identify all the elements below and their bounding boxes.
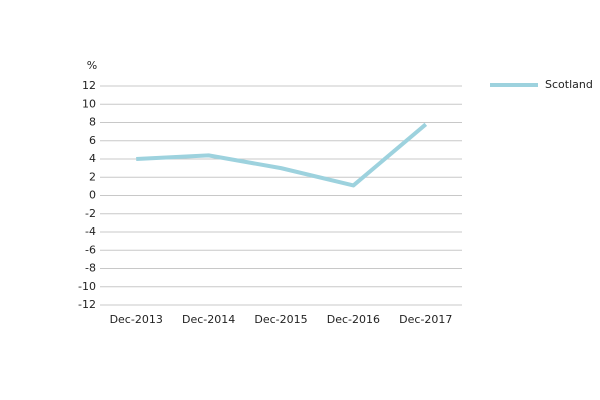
- y-tick-label: -4: [85, 225, 96, 238]
- y-tick-label: 4: [89, 152, 96, 165]
- legend-label: Scotland: [545, 78, 593, 91]
- x-tick-label: Dec-2013: [110, 313, 163, 326]
- x-tick-label: Dec-2016: [327, 313, 380, 326]
- y-tick-label: 12: [82, 79, 96, 92]
- x-tick-label: Dec-2015: [254, 313, 307, 326]
- y-tick-label: 0: [89, 189, 96, 202]
- y-tick-label: -10: [78, 280, 96, 293]
- series-line: [136, 122, 428, 188]
- y-axis-label: %: [87, 59, 97, 72]
- y-tick-label: 8: [89, 116, 96, 129]
- y-tick-label: 10: [82, 97, 96, 110]
- y-tick-label: -2: [85, 207, 96, 220]
- y-tick-label: 2: [89, 170, 96, 183]
- x-tick-label: Dec-2014: [182, 313, 235, 326]
- y-tick-label: 6: [89, 134, 96, 147]
- y-tick-label: -6: [85, 243, 96, 256]
- y-tick-label: -8: [85, 262, 96, 275]
- y-tick-label: -12: [78, 298, 96, 311]
- x-tick-label: Dec-2017: [399, 313, 452, 326]
